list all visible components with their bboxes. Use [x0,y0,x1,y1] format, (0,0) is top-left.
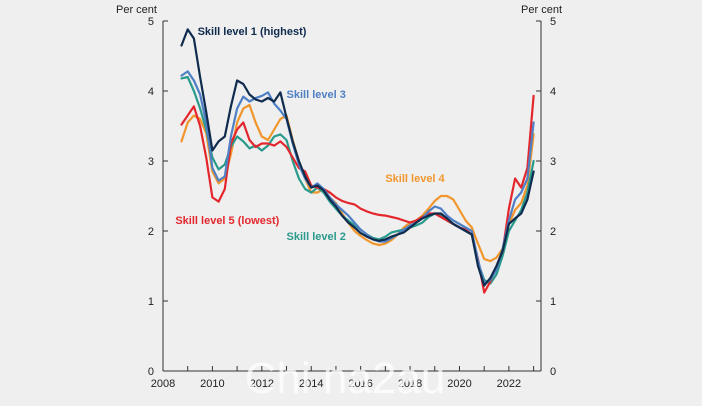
y-tick-label-right: 5 [550,16,556,28]
x-tick-label: 2022 [497,378,521,390]
left-axis-unit-label: Per cent [116,4,157,16]
x-tick-label: 2012 [250,378,274,390]
series-label: Skill level 2 [287,231,346,243]
y-tick-label-left: 0 [148,366,154,378]
x-tick-label: 2016 [348,378,372,390]
series-label: Skill level 3 [287,89,346,101]
series-label: Skill level 1 (highest) [198,26,307,38]
series-layer [180,28,535,294]
y-tick-label-right: 0 [550,366,556,378]
y-tick-label-right: 1 [550,296,556,308]
x-tick-label: 2010 [200,378,224,390]
x-tick-label: 2008 [151,378,175,390]
right-axis-unit-label: Per cent [521,4,562,16]
series-labels: Skill level 1 (highest) Skill level 3 Skil… [175,26,445,243]
y-tick-label-left: 2 [148,226,154,238]
series-line-skill-level-1-highest [180,28,535,287]
y-tick-label-left: 5 [148,16,154,28]
series-label: Skill level 4 [385,173,445,185]
y-tick-label-right: 3 [550,156,556,168]
y-tick-label-right: 2 [550,226,556,238]
x-tick-label: 2014 [299,378,323,390]
y-tick-label-right: 4 [550,86,556,98]
series-label: Skill level 5 (lowest) [175,215,279,227]
y-tick-label-left: 1 [148,296,154,308]
watermark: Chi na2au [245,354,446,401]
series-line-skill-level-4 [180,103,535,263]
x-tick-label: 2018 [398,378,422,390]
y-tick-label-left: 3 [148,156,154,168]
x-tick-label: 2020 [447,378,471,390]
y-tick-label-left: 4 [148,86,154,98]
axes: 0 0 1 1 2 2 3 3 4 4 5 5 2008 2010 2012 2014 2016 2018 2020… [148,16,556,390]
